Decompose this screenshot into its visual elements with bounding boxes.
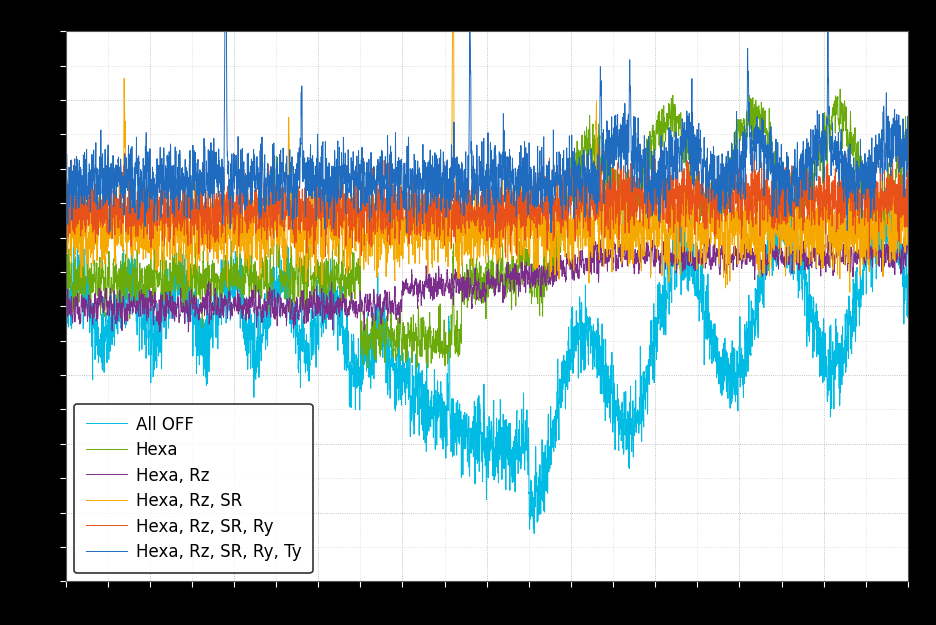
- Hexa, Rz, SR: [565, 221, 577, 228]
- Hexa, Rz: [382, 304, 393, 312]
- Legend: All OFF, Hexa, Hexa, Rz, Hexa, Rz, SR, Hexa, Rz, SR, Ry, Hexa, Rz, SR, Ry, Ty: All OFF, Hexa, Hexa, Rz, Hexa, Rz, SR, H…: [74, 404, 313, 573]
- All OFF: [565, 366, 577, 374]
- Hexa, Rz, SR, Ry, Ty: [546, 229, 557, 236]
- Line: Hexa, Rz, SR: Hexa, Rz, SR: [66, 0, 908, 292]
- Hexa: [689, 177, 700, 185]
- Hexa: [607, 170, 619, 177]
- Hexa, Rz, SR, Ry: [689, 200, 700, 208]
- Hexa, Rz, SR, Ry, Ty: [689, 175, 700, 182]
- Hexa: [382, 325, 393, 332]
- Hexa, Rz, SR, Ry: [212, 219, 224, 226]
- Hexa, Rz: [753, 248, 764, 256]
- All OFF: [212, 316, 224, 324]
- Hexa, Rz: [213, 303, 225, 311]
- Hexa, Rz: [703, 226, 714, 234]
- Hexa, Rz, SR: [689, 222, 700, 229]
- All OFF: [689, 284, 700, 292]
- Hexa, Rz: [607, 253, 619, 260]
- Hexa, Rz, SR: [753, 242, 764, 249]
- Hexa: [422, 364, 433, 371]
- Hexa, Rz, SR, Ry: [607, 225, 619, 232]
- All OFF: [60, 304, 71, 312]
- Hexa, Rz, SR: [212, 228, 224, 235]
- Hexa, Rz, SR, Ry: [60, 210, 71, 217]
- Hexa, Rz, SR, Ry: [902, 181, 914, 189]
- All OFF: [753, 301, 764, 308]
- Hexa, Rz, SR, Ry, Ty: [60, 173, 71, 180]
- Hexa, Rz: [60, 304, 71, 311]
- Hexa, Rz, SR: [902, 239, 914, 246]
- Hexa, Rz: [183, 328, 194, 336]
- Hexa, Rz, SR, Ry, Ty: [382, 132, 393, 139]
- Hexa, Rz, SR, Ry, Ty: [565, 183, 577, 191]
- Hexa, Rz: [902, 250, 914, 258]
- Hexa, Rz, SR, Ry, Ty: [902, 159, 914, 166]
- Hexa, Rz, SR: [60, 234, 71, 242]
- Line: Hexa: Hexa: [66, 89, 908, 367]
- Hexa, Rz, SR: [844, 288, 856, 296]
- Hexa: [212, 273, 224, 281]
- Line: Hexa, Rz, SR, Ry: Hexa, Rz, SR, Ry: [66, 147, 908, 259]
- Hexa, Rz, SR: [607, 236, 619, 243]
- Hexa, Rz, SR, Ry, Ty: [212, 162, 224, 169]
- Hexa, Rz, SR, Ry: [565, 197, 577, 204]
- Hexa, Rz, SR, Ry: [864, 255, 875, 262]
- Hexa: [60, 271, 71, 279]
- All OFF: [607, 362, 619, 369]
- Hexa, Rz, SR: [382, 222, 393, 229]
- Hexa, Rz, SR, Ry: [753, 168, 764, 176]
- Hexa, Rz: [689, 262, 700, 269]
- All OFF: [902, 311, 914, 318]
- Hexa: [753, 112, 764, 119]
- Hexa, Rz, SR, Ry, Ty: [753, 131, 764, 138]
- All OFF: [382, 336, 393, 343]
- Hexa: [565, 158, 577, 165]
- Hexa, Rz, SR, Ry: [382, 238, 393, 245]
- All OFF: [529, 530, 540, 538]
- Line: All OFF: All OFF: [66, 186, 908, 534]
- Line: Hexa, Rz: Hexa, Rz: [66, 230, 908, 332]
- Hexa, Rz, SR, Ry: [593, 143, 605, 151]
- Hexa, Rz: [565, 259, 577, 266]
- Line: Hexa, Rz, SR, Ry, Ty: Hexa, Rz, SR, Ry, Ty: [66, 0, 908, 232]
- Hexa: [902, 131, 914, 139]
- Hexa: [835, 86, 846, 93]
- Hexa, Rz, SR, Ry, Ty: [608, 124, 620, 132]
- All OFF: [882, 182, 893, 190]
